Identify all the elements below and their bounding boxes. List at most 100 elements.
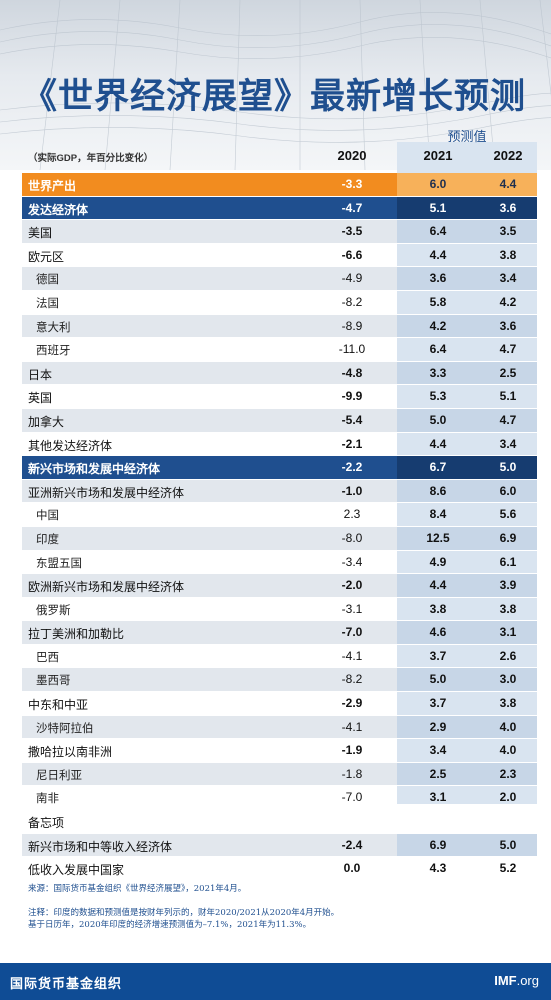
cell-2020: -8.2 bbox=[341, 672, 363, 687]
cell-2022: 3.1 bbox=[499, 625, 517, 640]
table-row: 尼日利亚 -1.8 2.5 2.3 bbox=[22, 762, 537, 787]
table-row: 法国 -8.2 5.8 4.2 bbox=[22, 291, 537, 315]
cell-2020: -2.9 bbox=[341, 696, 363, 711]
forecast-label: 预测值 bbox=[447, 129, 487, 144]
cell-2022: 3.6 bbox=[499, 318, 517, 333]
row-label: 亚洲新兴市场和发展中经济体 bbox=[28, 485, 185, 500]
cell-2022: 4.7 bbox=[499, 412, 517, 427]
row-label: 备忘项 bbox=[28, 816, 65, 831]
cell-2020: -1.8 bbox=[341, 766, 363, 781]
cell-2020: 2.3 bbox=[343, 507, 361, 522]
row-label: 日本 bbox=[28, 367, 53, 382]
cell-2022: 2.3 bbox=[499, 766, 517, 781]
table-row: 世界产出 -3.3 6.0 4.4 bbox=[22, 173, 537, 197]
cell-2021: 5.1 bbox=[429, 200, 447, 215]
footer-site-suffix: .org bbox=[516, 973, 539, 988]
cell-2021: 4.6 bbox=[429, 625, 447, 640]
cell-2021: 6.7 bbox=[429, 460, 447, 475]
cell-2020: -7.0 bbox=[341, 790, 363, 805]
table-row: 沙特阿拉伯 -4.1 2.9 4.0 bbox=[22, 715, 537, 740]
cell-2021: 2.5 bbox=[429, 766, 447, 781]
table-row: 意大利 -8.9 4.2 3.6 bbox=[22, 314, 537, 339]
cell-2022: 4.0 bbox=[499, 719, 517, 734]
source-note: 来源：国际货币基金组织《世界经济展望》，2021年4月。 bbox=[28, 884, 247, 894]
growth-table: 世界产出 -3.3 6.0 4.4 发达经济体 -4.7 5.1 3.6 美国 -3.5 6.4 3.… bbox=[22, 173, 537, 881]
footer-org-name: 国际货币基金组织 bbox=[10, 976, 123, 991]
row-label: 印度 bbox=[36, 531, 59, 546]
forecast-cell-background bbox=[397, 196, 537, 220]
cell-2020: -3.3 bbox=[341, 177, 363, 191]
cell-2022: 2.0 bbox=[499, 790, 517, 805]
row-label: 发达经济体 bbox=[28, 202, 89, 217]
table-row: 印度 -8.0 12.5 6.9 bbox=[22, 526, 537, 551]
cell-2020: -1.0 bbox=[341, 483, 363, 498]
table-row: 撒哈拉以南非洲 -1.9 3.4 4.0 bbox=[22, 739, 537, 763]
table-row: 备忘项 bbox=[22, 810, 537, 834]
cell-2022: 3.4 bbox=[499, 436, 517, 451]
cell-2020: -3.1 bbox=[341, 601, 363, 616]
table-row: 南非 -7.0 3.1 2.0 bbox=[22, 786, 537, 811]
cell-2021: 3.1 bbox=[429, 790, 447, 805]
forecast-cell-background bbox=[397, 833, 537, 857]
cell-2020: -2.2 bbox=[341, 460, 363, 475]
row-label: 新兴市场和发展中经济体 bbox=[28, 462, 161, 477]
cell-2022: 4.7 bbox=[499, 342, 517, 357]
cell-2021: 4.3 bbox=[429, 861, 447, 876]
cell-2021: 6.0 bbox=[429, 177, 447, 191]
cell-2022: 4.2 bbox=[499, 294, 517, 309]
cell-2020: -5.4 bbox=[341, 412, 363, 427]
cell-2021: 8.6 bbox=[429, 483, 447, 498]
row-label: 拉丁美洲和加勒比 bbox=[28, 627, 125, 642]
cell-2022: 5.6 bbox=[499, 507, 517, 522]
table-row: 美国 -3.5 6.4 3.5 bbox=[22, 220, 537, 244]
row-label: 东盟五国 bbox=[36, 555, 82, 570]
cell-2020: -2.4 bbox=[341, 837, 363, 852]
table-row: 拉丁美洲和加勒比 -7.0 4.6 3.1 bbox=[22, 621, 537, 645]
row-label: 美国 bbox=[28, 226, 53, 241]
cell-2022: 6.9 bbox=[499, 530, 517, 545]
row-label: 意大利 bbox=[36, 319, 71, 334]
table-row: 德国 -4.9 3.6 3.4 bbox=[22, 267, 537, 291]
row-label: 中东和中亚 bbox=[28, 698, 89, 713]
table-row: 东盟五国 -3.4 4.9 6.1 bbox=[22, 551, 537, 575]
header-banner bbox=[0, 0, 551, 170]
cell-2020: -3.4 bbox=[341, 554, 363, 569]
cell-2021: 4.4 bbox=[429, 247, 447, 262]
row-label: 西班牙 bbox=[36, 343, 71, 358]
table-row: 巴西 -4.1 3.7 2.6 bbox=[22, 645, 537, 669]
row-label: 沙特阿拉伯 bbox=[36, 720, 94, 735]
cell-2021: 4.2 bbox=[429, 318, 447, 333]
forecast-cell-background bbox=[397, 621, 537, 644]
row-label: 墨西哥 bbox=[36, 673, 71, 688]
cell-2022: 6.0 bbox=[499, 483, 517, 498]
footnote-1: 注释：印度的数据和预测值是按财年列示的，财年2020/2021从2020年4月开… bbox=[28, 908, 340, 918]
cell-2020: -3.5 bbox=[341, 224, 363, 239]
cell-2020: -6.6 bbox=[341, 247, 363, 262]
cell-2021: 4.4 bbox=[429, 436, 447, 451]
cell-2020: -4.1 bbox=[341, 648, 363, 663]
cell-2021: 5.0 bbox=[429, 672, 447, 687]
cell-2020: -1.9 bbox=[341, 743, 363, 758]
cell-2021: 3.8 bbox=[429, 601, 447, 616]
cell-2021: 12.5 bbox=[426, 530, 450, 545]
cell-2020: -2.1 bbox=[341, 436, 363, 451]
cell-2022: 5.0 bbox=[499, 837, 517, 852]
table-row: 加拿大 -5.4 5.0 4.7 bbox=[22, 408, 537, 433]
cell-2020: -8.0 bbox=[341, 530, 363, 545]
row-label: 世界产出 bbox=[28, 179, 77, 193]
cell-2022: 4.0 bbox=[499, 743, 517, 758]
footer-website[interactable]: IMF.org bbox=[494, 973, 539, 988]
cell-2020: -8.2 bbox=[341, 294, 363, 309]
row-label: 欧洲新兴市场和发展中经济体 bbox=[28, 580, 185, 595]
table-row: 新兴市场和发展中经济体 -2.2 6.7 5.0 bbox=[22, 456, 537, 480]
cell-2022: 3.9 bbox=[499, 578, 517, 593]
row-label: 低收入发展中国家 bbox=[28, 863, 125, 878]
row-label: 南非 bbox=[36, 791, 59, 806]
cell-2022: 3.6 bbox=[499, 200, 517, 215]
cell-2020: -8.9 bbox=[341, 318, 363, 333]
table-row: 俄罗斯 -3.1 3.8 3.8 bbox=[22, 598, 537, 622]
cell-2022: 5.2 bbox=[499, 861, 517, 876]
footer-bar: 国际货币基金组织 IMF.org bbox=[0, 963, 551, 1000]
footer-site-main: IMF bbox=[494, 973, 517, 988]
cell-2022: 6.1 bbox=[499, 554, 517, 569]
